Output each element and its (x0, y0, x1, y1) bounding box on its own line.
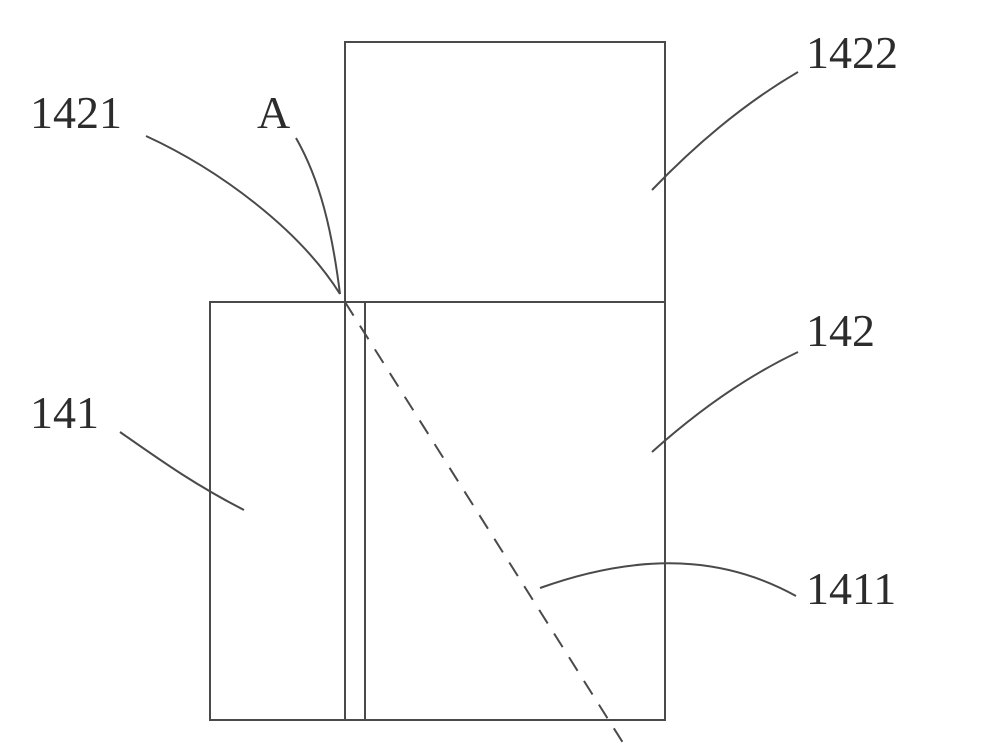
label-A: A (257, 87, 290, 138)
label-1421: 1421 (30, 87, 122, 138)
label-1422: 1422 (806, 27, 898, 78)
rect-141 (210, 302, 365, 720)
leader-1422 (652, 72, 798, 190)
label-1411: 1411 (806, 563, 896, 614)
leader-1421 (146, 136, 340, 294)
rect-1422 (345, 42, 665, 302)
leader-141 (120, 432, 244, 510)
leader-1411 (540, 563, 796, 596)
rect-142 (345, 302, 665, 720)
label-141: 141 (30, 387, 99, 438)
technical-diagram: A 1421 1422 142 141 1411 (0, 0, 1000, 753)
label-142: 142 (806, 305, 875, 356)
leader-142 (652, 352, 798, 452)
line-1411 (345, 302, 625, 746)
leader-A (296, 138, 340, 294)
